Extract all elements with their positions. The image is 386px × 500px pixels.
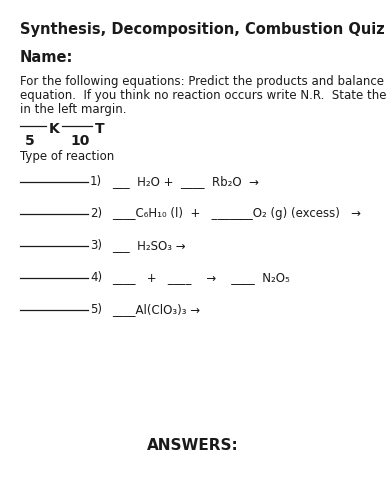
Text: Name:: Name: [20,50,73,65]
Text: ____C₆H₁₀ (l)  +   _______O₂ (g) (excess)   →: ____C₆H₁₀ (l) + _______O₂ (g) (excess) → [112,207,361,220]
Text: equation.  If you think no reaction occurs write N.R.  State the type of reactio: equation. If you think no reaction occur… [20,89,386,102]
Text: ____Al(ClO₃)₃ →: ____Al(ClO₃)₃ → [112,303,200,316]
Text: ___  H₂O +  ____  Rb₂O  →: ___ H₂O + ____ Rb₂O → [112,175,259,188]
Text: 4): 4) [90,271,102,284]
Text: ANSWERS:: ANSWERS: [147,438,239,453]
Text: 10: 10 [70,134,90,148]
Text: in the left margin.: in the left margin. [20,103,127,116]
Text: Synthesis, Decomposition, Combustion Quiz SCH3U: Synthesis, Decomposition, Combustion Qui… [20,22,386,37]
Text: T: T [95,122,105,136]
Text: 5): 5) [90,303,102,316]
Text: ____   +   ____    →    ____  N₂O₅: ____ + ____ → ____ N₂O₅ [112,271,290,284]
Text: 2): 2) [90,207,102,220]
Text: 1): 1) [90,175,102,188]
Text: For the following equations: Predict the products and balance the chemical: For the following equations: Predict the… [20,75,386,88]
Text: K: K [49,122,60,136]
Text: 3): 3) [90,239,102,252]
Text: Type of reaction: Type of reaction [20,150,114,163]
Text: 5: 5 [25,134,35,148]
Text: ___  H₂SO₃ →: ___ H₂SO₃ → [112,239,186,252]
